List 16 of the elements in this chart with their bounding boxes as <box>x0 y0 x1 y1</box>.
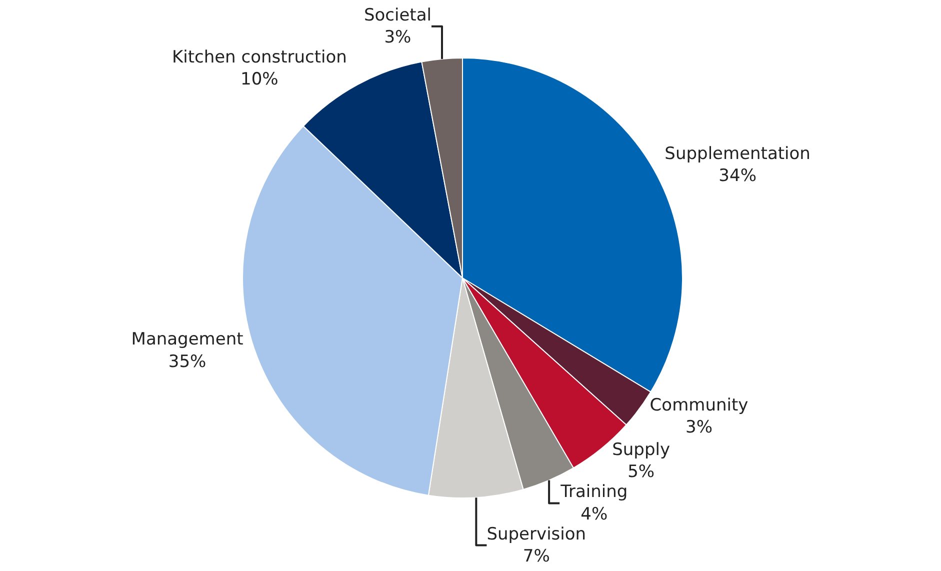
slice-label: Supplementation <box>664 144 810 164</box>
slice-label: Training <box>560 482 628 502</box>
slice-label: Kitchen construction <box>172 47 347 68</box>
data-label: 5% <box>628 462 655 482</box>
data-label: 10% <box>240 69 278 90</box>
data-label: 3% <box>384 27 412 48</box>
data-label: 3% <box>685 417 712 438</box>
slice-label: Community <box>650 395 748 416</box>
data-label: 34% <box>718 166 756 186</box>
data-label: 35% <box>168 352 206 372</box>
slice-label: Supervision <box>486 524 586 544</box>
slice-label: Supply <box>612 440 670 460</box>
data-label: 4% <box>580 504 608 524</box>
data-label: 7% <box>522 546 550 566</box>
slice-label: Management <box>131 330 244 350</box>
slice-label: Societal <box>364 5 432 26</box>
